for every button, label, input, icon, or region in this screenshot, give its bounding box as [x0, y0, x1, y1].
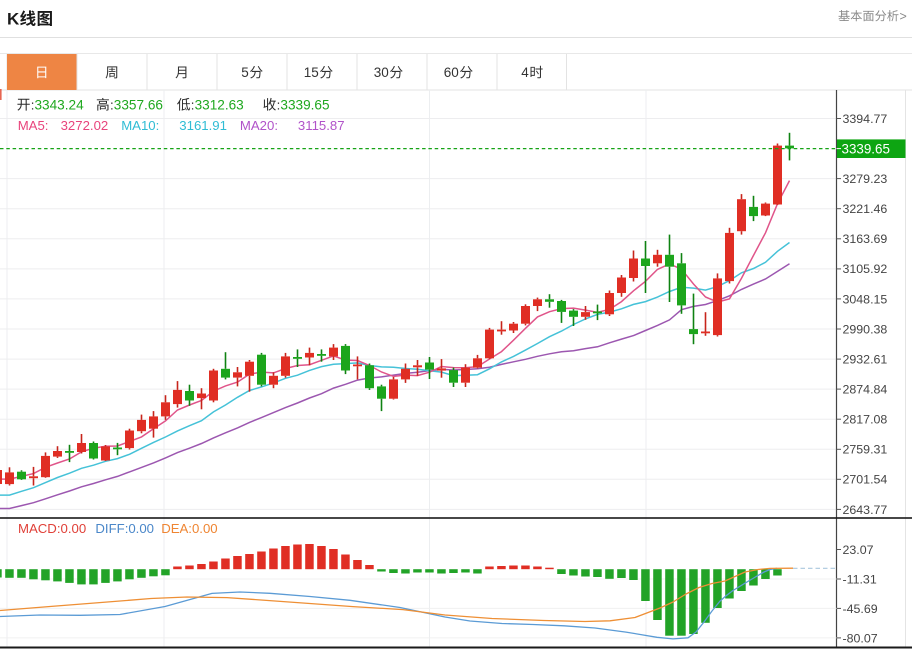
svg-text:4: 4: [521, 65, 529, 80]
svg-text::: :: [110, 98, 114, 113]
svg-text:2817.08: 2817.08: [843, 413, 888, 427]
svg-text:2701.54: 2701.54: [843, 473, 888, 487]
svg-text:>: >: [900, 9, 907, 23]
svg-text:3312.63: 3312.63: [195, 98, 244, 113]
svg-text:DEA:0.00: DEA:0.00: [161, 521, 217, 536]
svg-text::: :: [31, 98, 35, 113]
svg-text:23.07: 23.07: [843, 543, 874, 557]
svg-text:3048.15: 3048.15: [843, 292, 888, 306]
svg-text:2874.84: 2874.84: [843, 383, 888, 397]
svg-text:3105.92: 3105.92: [843, 262, 888, 276]
svg-text::: :: [277, 98, 281, 113]
svg-text:3161.91: 3161.91: [179, 118, 227, 133]
svg-text:2759.31: 2759.31: [843, 443, 888, 457]
svg-text:-45.69: -45.69: [843, 602, 878, 616]
svg-text:3394.77: 3394.77: [843, 112, 888, 126]
svg-text:3357.66: 3357.66: [114, 98, 163, 113]
svg-text:MA5:: MA5:: [18, 118, 49, 133]
svg-text:DIFF:0.00: DIFF:0.00: [95, 521, 154, 536]
svg-text:3339.65: 3339.65: [842, 141, 890, 156]
svg-text:-11.31: -11.31: [843, 572, 877, 586]
svg-text:5: 5: [241, 65, 249, 80]
svg-text:3115.87: 3115.87: [298, 118, 345, 133]
svg-text:30: 30: [374, 65, 389, 80]
svg-text:3272.02: 3272.02: [61, 118, 109, 133]
svg-text:MACD:0.00: MACD:0.00: [18, 521, 86, 536]
svg-text:MA10:: MA10:: [121, 118, 159, 133]
svg-text:K: K: [7, 10, 20, 29]
svg-text:-80.07: -80.07: [843, 631, 878, 645]
svg-text:2643.77: 2643.77: [843, 503, 888, 517]
svg-text:3339.65: 3339.65: [280, 98, 329, 113]
svg-text:3279.23: 3279.23: [843, 172, 888, 186]
svg-text:3221.46: 3221.46: [843, 202, 888, 216]
svg-text:60: 60: [444, 65, 459, 80]
svg-text:2990.38: 2990.38: [843, 322, 888, 336]
svg-text:3343.24: 3343.24: [35, 98, 85, 113]
svg-text::: :: [191, 98, 195, 113]
svg-text:2932.61: 2932.61: [843, 353, 888, 367]
svg-text:3163.69: 3163.69: [843, 232, 888, 246]
svg-text:15: 15: [304, 65, 319, 80]
svg-text:MA20:: MA20:: [240, 118, 278, 133]
